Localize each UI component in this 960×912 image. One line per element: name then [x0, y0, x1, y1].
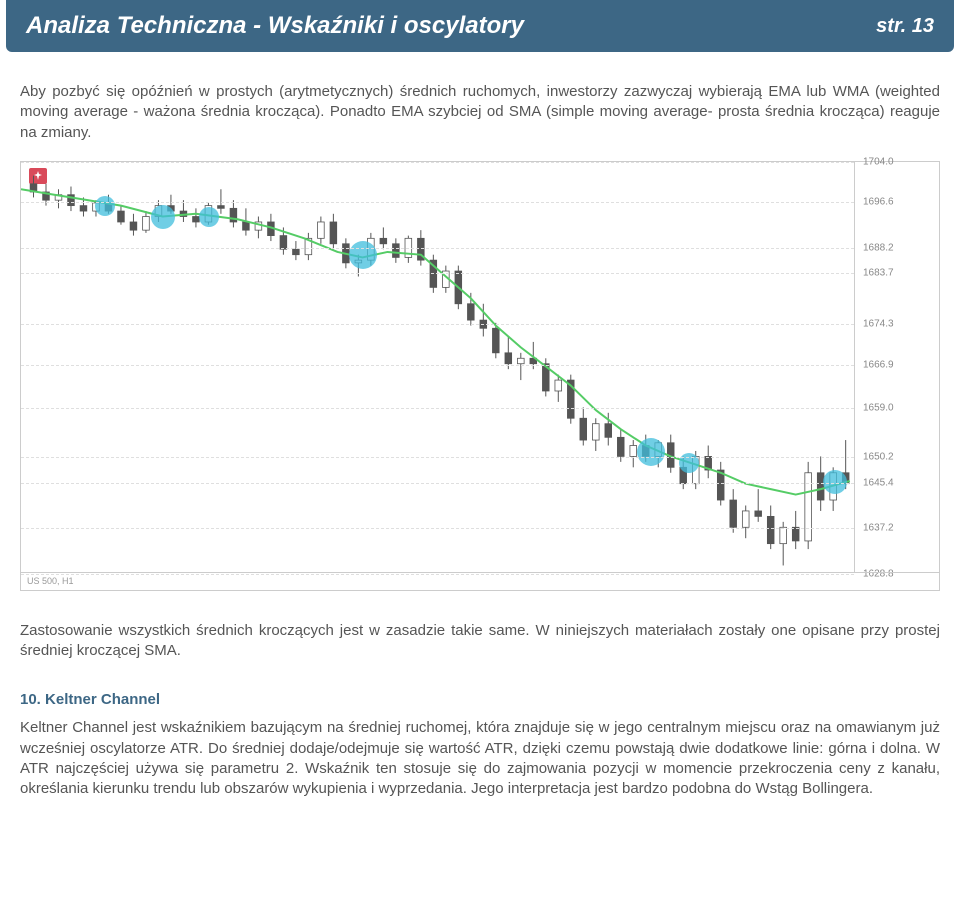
chart-gridline: [21, 202, 854, 203]
chart-y-tick-label: 1645.4: [863, 477, 894, 488]
ma-cross-marker: [199, 207, 219, 227]
chart-gridline: [21, 162, 854, 163]
ma-cross-marker: [95, 196, 115, 216]
header-title: Analiza Techniczna - Wskaźniki i oscylat…: [26, 12, 524, 40]
chart-gridline: [21, 483, 854, 484]
chart-y-tick-label: 1637.2: [863, 522, 894, 533]
chart-y-tick-label: 1674.3: [863, 319, 894, 330]
section-title-text: Keltner Channel: [45, 691, 160, 708]
chart-gridline: [21, 324, 854, 325]
chart-y-tick-label: 1704.0: [863, 156, 894, 167]
chart-gridline: [21, 248, 854, 249]
chart-gridline: [21, 273, 854, 274]
chart-gridline: [21, 574, 854, 575]
chart-svg: [21, 162, 854, 572]
chart-y-tick-label: 1696.6: [863, 197, 894, 208]
chart-y-tick-label: 1650.2: [863, 451, 894, 462]
chart-gridline: [21, 408, 854, 409]
chart-gridline: [21, 365, 854, 366]
chart-gridline: [21, 528, 854, 529]
ma-cross-marker: [349, 241, 377, 269]
chart-y-tick-label: 1666.9: [863, 360, 894, 371]
intro-paragraph: Aby pozbyć się opóźnień w prostych (aryt…: [0, 52, 960, 161]
chart-y-axis: 1704.01696.61688.21683.71674.31666.91659…: [854, 162, 939, 572]
section-number: 10.: [20, 691, 41, 708]
section-paragraph: Keltner Channel jest wskaźnikiem bazując…: [0, 708, 960, 817]
chart-y-tick-label: 1683.7: [863, 267, 894, 278]
header-page-number: str. 13: [876, 15, 934, 38]
page-header: Analiza Techniczna - Wskaźniki i oscylat…: [6, 0, 954, 52]
ma-cross-marker: [151, 205, 175, 229]
section-heading: 10. Keltner Channel: [0, 691, 960, 708]
post-chart-paragraph: Zastosowanie wszystkich średnich krocząc…: [0, 591, 960, 680]
price-chart: 1704.01696.61688.21683.71674.31666.91659…: [20, 161, 940, 591]
chart-y-tick-label: 1659.0: [863, 403, 894, 414]
ma-cross-marker: [637, 438, 665, 466]
chart-plot-area: [21, 162, 854, 572]
chart-gridline: [21, 457, 854, 458]
chart-y-tick-label: 1688.2: [863, 243, 894, 254]
